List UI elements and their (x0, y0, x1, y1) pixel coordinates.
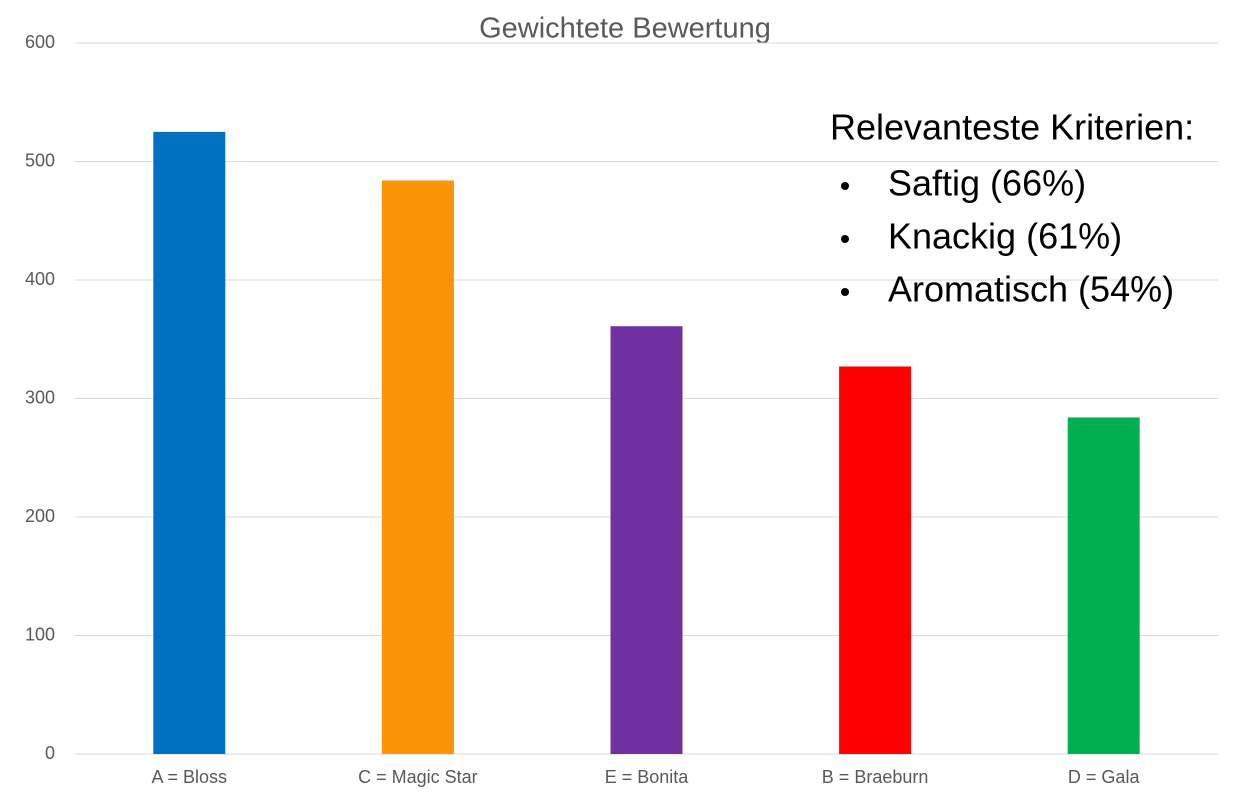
annotation-title: Relevanteste Kriterien: (830, 107, 1194, 148)
x-tick-label: C = Magic Star (358, 767, 478, 787)
bullet (841, 288, 849, 296)
chart-title: Gewichtete Bewertung (479, 13, 771, 45)
annotation-item: Saftig (66%) (888, 163, 1086, 204)
x-tick-label: B = Braeburn (822, 767, 929, 787)
bar (153, 131, 226, 754)
y-tick-label: 600 (25, 32, 55, 52)
bar (1067, 417, 1140, 754)
x-tick-label: A = Bloss (152, 767, 228, 787)
x-tick-label: D = Gala (1068, 767, 1141, 787)
bullet (841, 235, 849, 243)
bar (381, 180, 454, 754)
bar (839, 366, 912, 754)
x-tick-label: E = Bonita (605, 767, 690, 787)
y-tick-label: 200 (25, 506, 55, 526)
y-tick-label: 400 (25, 269, 55, 289)
annotation-item: Knackig (61%) (888, 216, 1122, 257)
bar (610, 326, 683, 754)
y-tick-label: 500 (25, 150, 55, 170)
y-tick-label: 0 (45, 743, 55, 763)
bullet (841, 182, 849, 190)
y-tick-label: 100 (25, 624, 55, 644)
y-tick-label: 300 (25, 387, 55, 407)
annotation-item: Aromatisch (54%) (888, 269, 1174, 310)
